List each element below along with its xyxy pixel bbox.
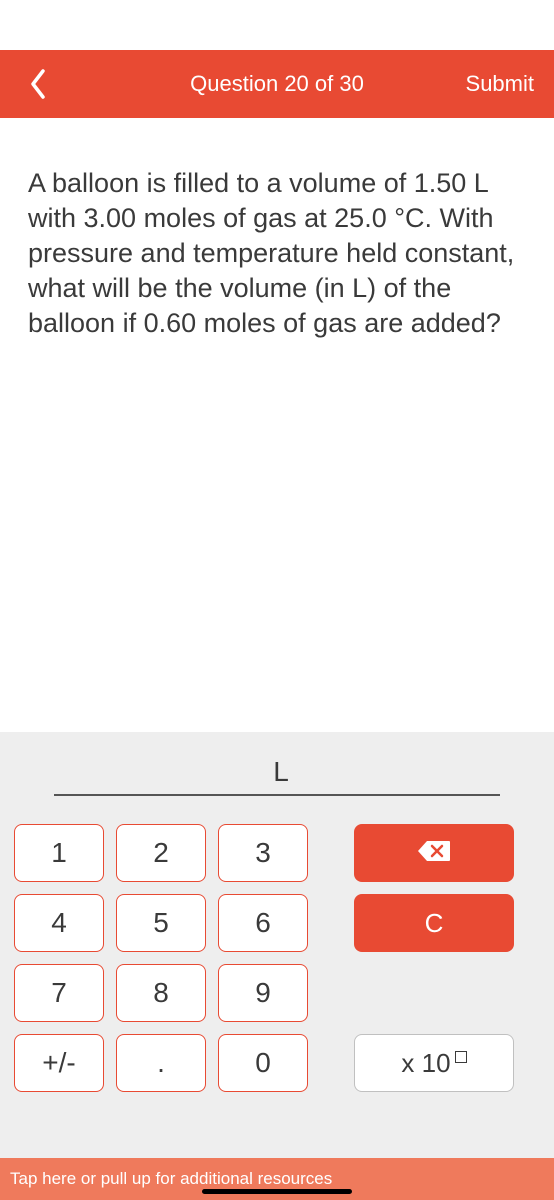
submit-button[interactable]: Submit	[466, 71, 534, 97]
key-5[interactable]: 5	[116, 894, 206, 952]
key-4[interactable]: 4	[14, 894, 104, 952]
status-bar	[0, 0, 554, 50]
back-button[interactable]	[18, 64, 58, 104]
question-text: A balloon is filled to a volume of 1.50 …	[28, 166, 526, 341]
backspace-icon	[417, 838, 451, 869]
keypad-controls: C x 10	[354, 824, 514, 1092]
chevron-left-icon	[29, 69, 47, 99]
key-0[interactable]: 0	[218, 1034, 308, 1092]
question-area: A balloon is filled to a volume of 1.50 …	[0, 118, 554, 341]
backspace-button[interactable]	[354, 824, 514, 882]
keypad: 1 2 3 4 5 6 7 8 9 +/- . 0	[14, 824, 540, 1092]
clear-button[interactable]: C	[354, 894, 514, 952]
answer-input-line[interactable]: L	[54, 756, 500, 796]
keypad-digits: 1 2 3 4 5 6 7 8 9 +/- . 0	[14, 824, 308, 1092]
answer-unit: L	[273, 756, 289, 788]
answer-panel: L 1 2 3 4 5 6 7 8 9 +/- . 0	[0, 732, 554, 1200]
key-8[interactable]: 8	[116, 964, 206, 1022]
key-decimal[interactable]: .	[116, 1034, 206, 1092]
key-plus-minus[interactable]: +/-	[14, 1034, 104, 1092]
exponent-label: x 10	[401, 1048, 450, 1079]
header-bar: Question 20 of 30 Submit	[0, 50, 554, 118]
home-indicator	[202, 1189, 352, 1194]
key-3[interactable]: 3	[218, 824, 308, 882]
key-6[interactable]: 6	[218, 894, 308, 952]
key-1[interactable]: 1	[14, 824, 104, 882]
keypad-spacer	[354, 964, 514, 1022]
exponent-box-icon	[455, 1051, 467, 1063]
key-2[interactable]: 2	[116, 824, 206, 882]
exponent-button[interactable]: x 10	[354, 1034, 514, 1092]
key-9[interactable]: 9	[218, 964, 308, 1022]
resources-label: Tap here or pull up for additional resou…	[10, 1169, 332, 1189]
key-7[interactable]: 7	[14, 964, 104, 1022]
